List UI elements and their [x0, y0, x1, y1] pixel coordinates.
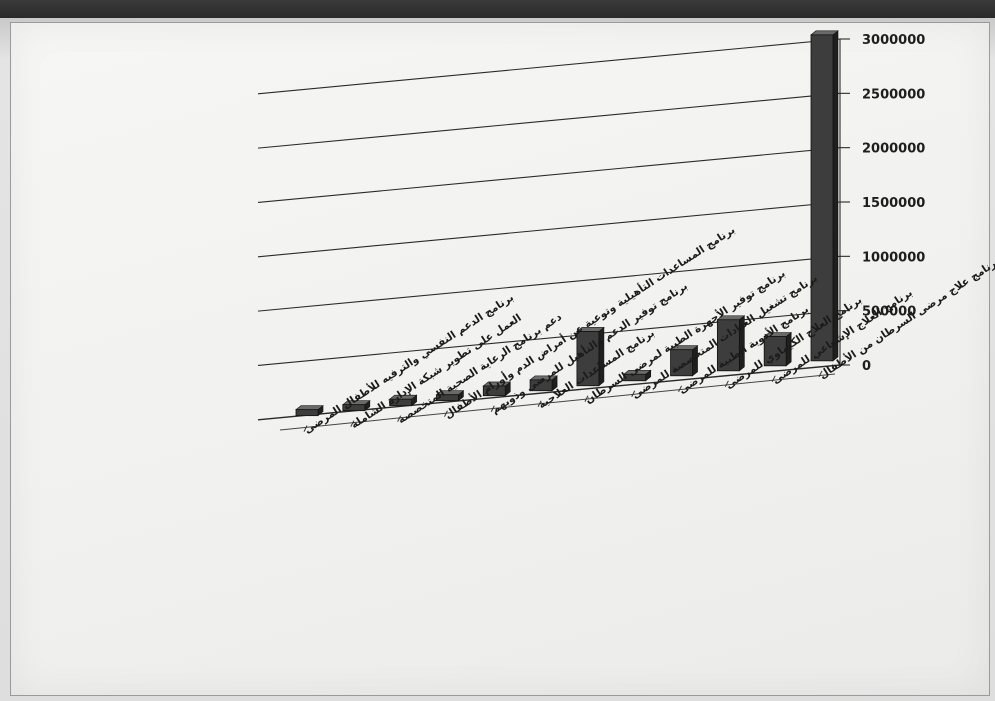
y-tick-label: 500000	[862, 305, 916, 320]
bar	[763, 331, 793, 367]
gridline	[257, 201, 841, 258]
gridline	[257, 92, 841, 149]
bar	[295, 405, 324, 417]
y-tick-label: 1500000	[862, 196, 925, 211]
x-tick-mark	[631, 390, 636, 398]
x-tick-label: برنامج علاج مرضى السرطان من الأطفال	[817, 255, 995, 382]
gridline	[257, 38, 841, 95]
x-tick-mark	[537, 400, 542, 407]
bar	[482, 381, 512, 397]
x-tick-mark	[444, 410, 448, 417]
bar	[622, 369, 652, 382]
bar	[669, 345, 699, 377]
y-tick-label: 1000000	[862, 250, 925, 265]
y-axis-ticks: 0 500000 1000000 1500000 2000000 2500000 30000…	[862, 33, 925, 374]
x-tick-mark	[584, 395, 589, 402]
bar	[810, 30, 839, 362]
x-tick-mark	[818, 370, 823, 378]
y-tick-label: 0	[862, 359, 871, 374]
x-tick-mark	[771, 375, 776, 383]
floor-edge	[279, 373, 836, 431]
bar	[341, 400, 371, 412]
y-tick-label: 2000000	[862, 142, 925, 157]
y-tick-label: 2500000	[862, 87, 925, 102]
y-tick-label: 3000000	[862, 33, 925, 48]
bars	[295, 30, 839, 417]
x-tick-label: دعم برنامج الرعاية الصحية المتخصصة	[396, 311, 565, 426]
bar	[529, 375, 558, 392]
x-tick-mark	[490, 405, 495, 412]
x-tick-mark	[397, 415, 402, 422]
x-tick-mark	[303, 425, 308, 432]
x-tick-mark	[678, 385, 682, 393]
bar	[388, 394, 418, 407]
bar	[576, 326, 605, 387]
gridline	[257, 255, 841, 312]
x-tick-mark	[350, 420, 355, 427]
x-tick-mark	[724, 380, 729, 388]
bar	[716, 315, 746, 372]
gridline	[257, 147, 841, 204]
bar	[435, 390, 465, 402]
